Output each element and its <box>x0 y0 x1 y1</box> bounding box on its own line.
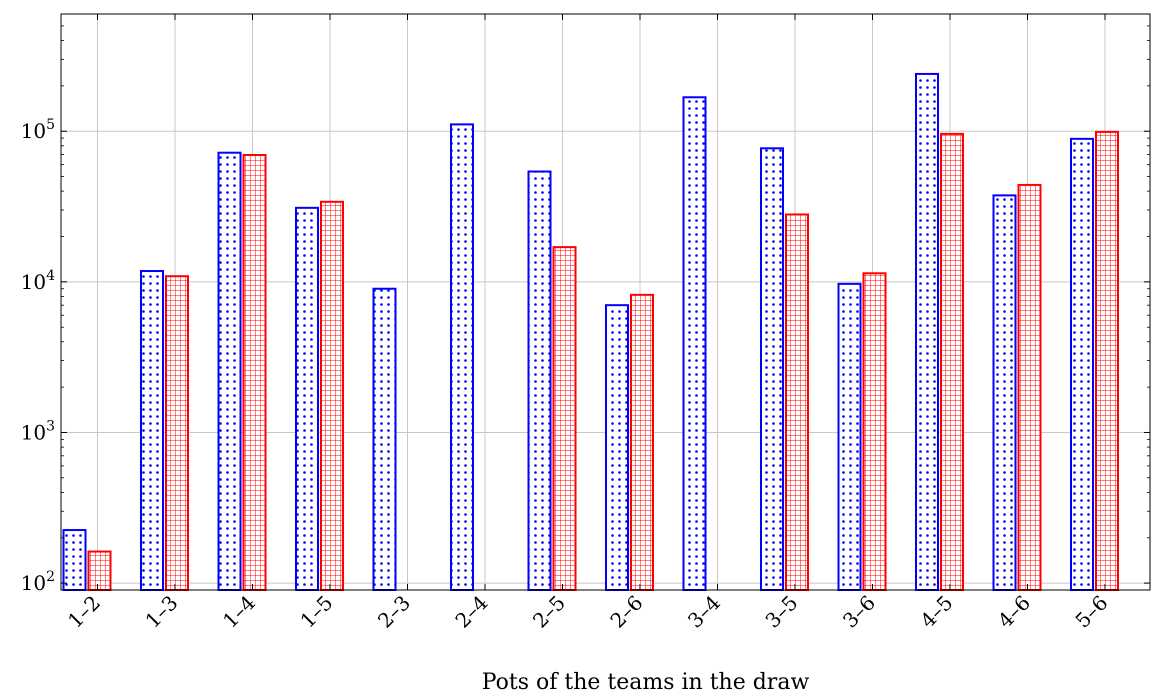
bar-series-2 <box>630 293 654 591</box>
bar-series-2 <box>1017 183 1042 591</box>
bar-series-1 <box>682 96 707 591</box>
plot-frame <box>60 13 1151 591</box>
bar-series-1 <box>992 194 1017 591</box>
axis-ticks <box>61 13 1150 591</box>
bar-series-2 <box>87 550 112 591</box>
x-tick-label: 2–5 <box>528 591 570 633</box>
y-tick-label: 105 <box>21 117 55 143</box>
bar-series-1 <box>372 287 397 591</box>
x-tick-label: 4–5 <box>915 591 957 633</box>
bar-series-1 <box>1070 137 1094 591</box>
bar-series-1 <box>217 151 242 591</box>
x-tick-label: 2–6 <box>605 591 647 633</box>
bar-series-2 <box>785 213 809 592</box>
y-tick-base: 10 <box>21 119 46 143</box>
x-tick-label: 2–3 <box>373 591 415 633</box>
x-tick-labels: 1–2 1–3 1–4 1–5 2–3 2–4 2–5 2–6 3–4 3–5 3–6 4–5 4–6 5… <box>63 591 1113 633</box>
x-tick-label: 1–5 <box>295 591 337 633</box>
x-tick-label: 1–3 <box>140 591 182 633</box>
y-tick-exponent: 5 <box>46 117 55 133</box>
bar-series-1 <box>915 72 939 591</box>
bar-series-2 <box>552 246 577 592</box>
y-tick-label: 102 <box>21 569 55 595</box>
y-tick-exponent: 4 <box>46 268 55 284</box>
y-tick-label: 104 <box>21 268 55 294</box>
bar-series-2 <box>242 154 267 591</box>
bar-series-1 <box>62 529 87 591</box>
x-tick-label: 3–4 <box>683 591 725 633</box>
x-tick-label: 3–6 <box>838 591 880 633</box>
x-axis-title: Pots of the teams in the draw <box>482 670 810 695</box>
bar-series-1 <box>605 304 629 591</box>
bar-series-2 <box>1095 130 1119 591</box>
bar-series-2 <box>862 272 887 591</box>
x-tick-label: 4–6 <box>993 591 1035 633</box>
x-tick-label: 5–6 <box>1070 591 1112 633</box>
x-tick-label: 1–4 <box>218 591 260 633</box>
bar-series-1 <box>140 270 164 591</box>
bar-series-2 <box>165 275 189 591</box>
y-tick-base: 10 <box>21 420 46 444</box>
x-tick-label: 1–2 <box>63 591 105 633</box>
bar-series-1 <box>760 147 784 592</box>
y-tick-exponent: 2 <box>46 569 55 585</box>
y-tick-base: 10 <box>21 270 46 294</box>
y-tick-base: 10 <box>21 571 46 595</box>
y-tick-label: 103 <box>21 418 55 444</box>
x-tick-label: 2–4 <box>450 591 492 633</box>
bar-series-1 <box>295 206 319 592</box>
x-tick-label: 3–5 <box>760 591 802 633</box>
bar-series-2 <box>320 200 344 592</box>
bar-series-1 <box>450 123 474 591</box>
bar-series-1 <box>837 282 862 591</box>
bar-series-1 <box>527 170 552 591</box>
bar-series-2 <box>940 132 964 591</box>
bars <box>62 72 1119 592</box>
y-tick-exponent: 3 <box>46 418 55 434</box>
